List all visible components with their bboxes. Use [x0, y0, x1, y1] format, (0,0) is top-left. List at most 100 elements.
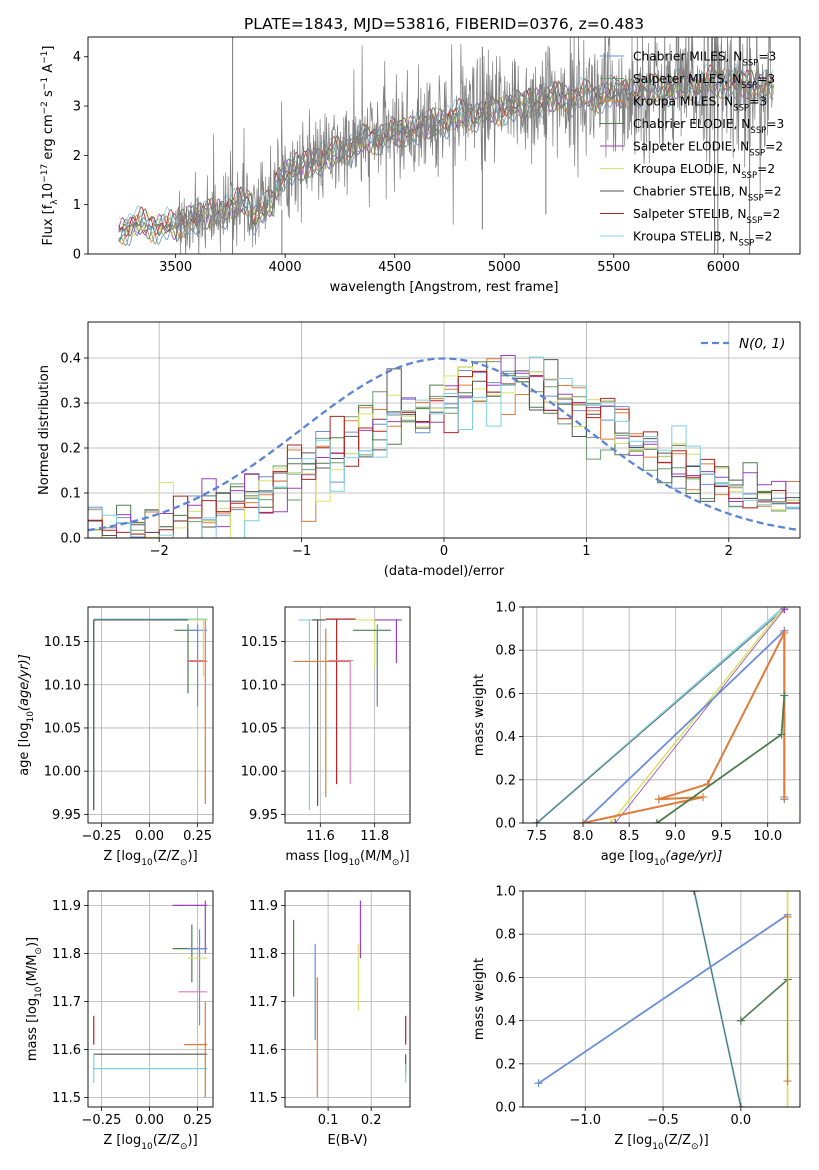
- x-tick-label: 1: [582, 544, 590, 559]
- legend-label: Kroupa ELODIE, NSSP=2: [633, 162, 775, 181]
- label-part: −1: [40, 51, 50, 64]
- x-tick-label: −1: [292, 544, 311, 559]
- x-tick-label: 3500: [159, 260, 192, 275]
- plot-area: [532, 607, 789, 823]
- label-part: SSP: [749, 149, 765, 159]
- x-tick-label: 6000: [707, 260, 740, 275]
- x-tick-label: 8.0: [573, 829, 594, 844]
- y-tick-label: 10.15: [44, 635, 81, 650]
- x-axis-label: Z [log10(Z/Z⊙)]: [103, 849, 197, 868]
- y-axis-label: Normed distribution: [37, 365, 52, 495]
- label-part: )]: [699, 1133, 709, 1148]
- y-tick-label: 10.00: [241, 765, 278, 780]
- label-part: SSP: [748, 194, 764, 204]
- mass-weight-marker: [606, 819, 615, 823]
- y-tick-label: 10.10: [44, 678, 81, 693]
- label-part: mass [log: [25, 998, 40, 1061]
- y-tick-label: 0.2: [495, 1057, 516, 1072]
- mass-weight-line: [538, 914, 789, 1084]
- label-part: Salpeter MILES, N: [633, 72, 741, 86]
- y-tick-label: 0.4: [60, 352, 81, 367]
- label-part: 10: [26, 711, 36, 723]
- residual-histogram-step: [88, 366, 800, 538]
- x-axis-label: E(B-V): [327, 1133, 367, 1148]
- x-tick-label: 0.0: [731, 1113, 752, 1128]
- label-part: 10: [654, 858, 666, 868]
- mass-weight-marker: [534, 1079, 543, 1088]
- x-tick-label: −1.0: [569, 1113, 601, 1128]
- mass-weight-marker: [780, 793, 789, 802]
- y-tick-label: 0.8: [495, 644, 516, 659]
- residual-histogram-step: [88, 361, 800, 538]
- y-tick-label: 0.2: [495, 773, 516, 788]
- label-part: Chabrier MILES, N: [633, 50, 742, 64]
- x-tick-label: 11.8: [360, 829, 389, 844]
- x-tick-label: 0: [440, 544, 448, 559]
- mass-weight-vs-metallicity-plot: −1.0 −0.5 0.0 0.0 0.2 0.4 0.6 0.8 1.0 Z [log10(Z/…: [472, 885, 801, 1152]
- residual-histogram-step: [88, 356, 800, 538]
- y-tick-label: 11.6: [52, 1043, 81, 1058]
- legend-label: Kroupa MILES, NSSP=3: [633, 95, 767, 114]
- label-part: Kroupa STELIB, N: [633, 230, 739, 244]
- y-tick-label: 0.2: [60, 442, 81, 457]
- legend-label: Chabrier ELODIE, NSSP=3: [633, 117, 784, 136]
- y-tick-label: 0.0: [495, 817, 516, 832]
- x-tick-label: 10.0: [753, 829, 782, 844]
- axes-frame: [522, 606, 801, 824]
- y-axis-label: mass weight: [472, 958, 487, 1040]
- label-part: −2: [40, 101, 50, 114]
- mass-weight-marker: [611, 819, 620, 823]
- label-part: A: [41, 64, 56, 77]
- y-tick-label: 0: [73, 248, 81, 263]
- label-part: SSP: [742, 59, 758, 69]
- age-vs-metallicity-plot: −0.25 0.00 0.25 9.95 10.00 10.05 10.10 10.15 Z […: [17, 606, 214, 868]
- label-part: Z [log: [614, 1133, 652, 1148]
- mass-weight-marker: [690, 891, 699, 895]
- label-part: Salpeter STELIB, N: [633, 207, 746, 221]
- label-part: (age/yr)]: [17, 654, 32, 711]
- y-tick-label: 0.0: [60, 532, 81, 547]
- axes-overlay: 7.5 8.0 8.5 9.0 9.5 10.0 0.0 0.2 0.4 0.6 0.8 1.0 age…: [472, 601, 801, 868]
- mass-weight-marker: [783, 912, 792, 921]
- plot-area: [293, 618, 402, 811]
- axes-frame: [522, 890, 801, 1108]
- legend-label: Salpeter MILES, NSSP=3: [633, 72, 775, 91]
- plot-area: [118, 37, 775, 254]
- label-part: =3: [749, 95, 767, 109]
- y-tick-label: 10.05: [241, 721, 278, 736]
- axes-frame: [284, 606, 411, 824]
- label-part: =2: [757, 162, 775, 176]
- label-part: =3: [758, 50, 776, 64]
- residuals-plot: −2 −1 0 1 2 0.0 0.1 0.2 0.3 0.4 N(0, 1) (data-model…: [37, 321, 801, 579]
- x-tick-label: 2: [725, 544, 733, 559]
- label-part: (M/M: [360, 849, 392, 864]
- y-tick-label: 0.6: [495, 687, 516, 702]
- mass-weight-marker: [783, 1103, 792, 1107]
- label-part: =2: [764, 185, 782, 199]
- label-part: Z [log: [103, 849, 141, 864]
- x-axis-label: Z [log10(Z/Z⊙)]: [103, 1133, 197, 1152]
- label-part: SSP: [741, 171, 757, 181]
- plot-area: [534, 891, 792, 1107]
- mass-weight-marker: [654, 795, 663, 804]
- label-part: erg cm: [41, 114, 56, 163]
- legend-label: Salpeter ELODIE, NSSP=2: [633, 140, 783, 159]
- x-axis-label: age [log10(age/yr)]: [601, 849, 723, 868]
- mass-weight-marker: [736, 1103, 745, 1107]
- y-tick-label: 1.0: [495, 885, 516, 900]
- label-part: SSP: [739, 239, 755, 249]
- label-part: 10: [41, 183, 56, 200]
- legend-label: Chabrier STELIB, NSSP=2: [633, 185, 782, 204]
- mass-weight-marker: [780, 691, 789, 700]
- y-tick-label: 1: [73, 198, 81, 213]
- label-part: s: [41, 90, 56, 101]
- label-part: age [log: [17, 723, 32, 776]
- y-tick-label: 0.6: [495, 971, 516, 986]
- y-axis-label: age [log10(age/yr)]: [17, 654, 36, 776]
- mass-weight-marker: [652, 819, 661, 823]
- label-part: −17: [40, 164, 50, 183]
- label-part: (Z/Z: [664, 1133, 691, 1148]
- mass-weight-vs-age-plot: 7.5 8.0 8.5 9.0 9.5 10.0 0.0 0.2 0.4 0.6 0.8 1.0 age…: [472, 601, 801, 868]
